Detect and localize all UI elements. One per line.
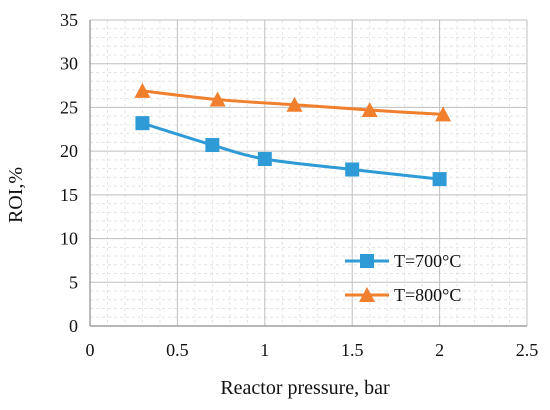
- y-tick-label: 0: [69, 316, 78, 336]
- legend-swatch-marker: [360, 254, 374, 268]
- x-tick-label: 0: [86, 340, 95, 360]
- data-point-series-1: [205, 138, 220, 153]
- y-tick-label: 10: [60, 229, 78, 249]
- tick-labels: 0 0.5 1 1.5 2 2.5 0 5 10 15 20 25 30 35: [60, 10, 538, 360]
- data-point-series-2: [435, 106, 452, 122]
- series-layer: [134, 82, 452, 187]
- y-tick-label: 5: [69, 272, 78, 292]
- data-point-series-1: [432, 172, 447, 187]
- data-point-series-2: [361, 102, 378, 118]
- x-axis-title: Reactor pressure, bar: [220, 377, 390, 399]
- y-tick-label: 25: [60, 97, 78, 117]
- axes: [89, 20, 527, 327]
- legend: T=700°C T=800°C: [345, 251, 461, 305]
- data-point-series-2: [286, 96, 303, 112]
- y-tick-label: 20: [60, 141, 78, 161]
- legend-label-series-2: T=800°C: [394, 285, 461, 305]
- major-gridlines: [90, 19, 528, 326]
- data-point-series-2: [134, 82, 151, 98]
- x-tick-label: 0.5: [166, 340, 189, 360]
- y-tick-label: 15: [60, 185, 78, 205]
- legend-item-series-1: T=700°C: [345, 251, 461, 271]
- x-tick-label: 2.5: [516, 340, 539, 360]
- legend-item-series-2: T=800°C: [345, 285, 461, 305]
- data-point-series-1: [345, 162, 360, 177]
- legend-swatch-marker: [359, 287, 375, 302]
- data-point-series-1: [257, 152, 272, 167]
- minor-gridlines: [90, 20, 527, 326]
- data-point-series-2: [209, 91, 226, 107]
- data-point-series-1: [135, 116, 150, 131]
- y-tick-label: 30: [60, 54, 78, 74]
- y-tick-label: 35: [60, 10, 78, 30]
- y-axis-title: ROI,%: [5, 167, 27, 223]
- x-tick-label: 1.5: [341, 340, 364, 360]
- x-tick-label: 1: [260, 340, 269, 360]
- legend-label-series-1: T=700°C: [394, 251, 461, 271]
- x-tick-label: 2: [435, 340, 444, 360]
